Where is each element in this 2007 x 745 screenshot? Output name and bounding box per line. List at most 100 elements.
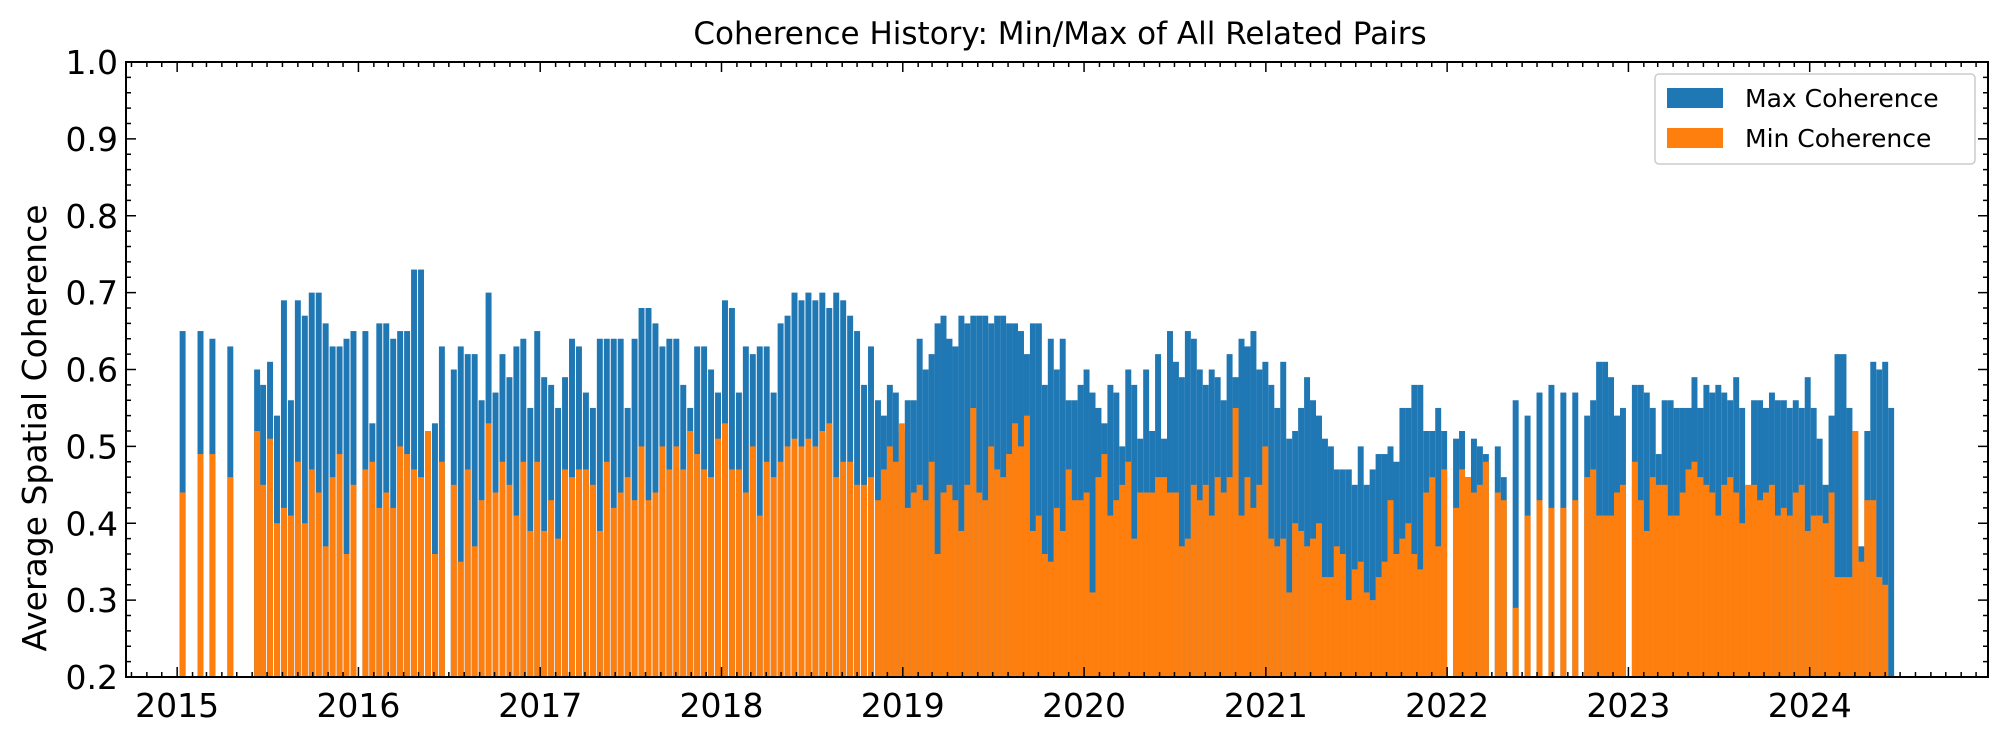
max-coherence-bar bbox=[1375, 454, 1382, 677]
y-tick-label: 0.7 bbox=[66, 274, 118, 313]
y-tick-label: 0.5 bbox=[66, 427, 118, 466]
min-coherence-bar bbox=[589, 484, 596, 677]
min-coherence-bar bbox=[1715, 515, 1722, 677]
min-coherence-bar bbox=[1643, 530, 1650, 677]
min-coherence-bar bbox=[1071, 500, 1078, 677]
min-coherence-bar bbox=[322, 546, 329, 677]
min-coherence-bar bbox=[1059, 530, 1066, 677]
min-coherence-bar bbox=[431, 554, 438, 677]
min-coherence-bar bbox=[1572, 500, 1579, 677]
plot-frame bbox=[125, 61, 1989, 678]
min-coherence-bar bbox=[596, 530, 603, 677]
min-coherence-bar bbox=[287, 515, 294, 677]
min-coherence-bar bbox=[1190, 484, 1197, 677]
min-coherence-bar bbox=[197, 454, 204, 677]
min-coherence-bar bbox=[1864, 500, 1871, 677]
y-tick-label: 0.6 bbox=[66, 351, 118, 390]
min-coherence-bar bbox=[1703, 484, 1710, 677]
min-coherence-bar bbox=[1751, 484, 1758, 677]
min-coherence-bar bbox=[982, 500, 989, 677]
min-coherence-bar bbox=[1381, 561, 1388, 677]
min-coherence-bar bbox=[397, 446, 404, 678]
max-coherence-bar bbox=[1834, 354, 1841, 677]
legend-label: Min Coherence bbox=[1745, 124, 1931, 153]
min-coherence-bar bbox=[784, 446, 791, 678]
min-coherence-bar bbox=[1345, 600, 1352, 678]
min-coherence-bar bbox=[1834, 577, 1841, 677]
max-coherence-bar bbox=[1304, 377, 1311, 677]
min-coherence-bar bbox=[1220, 492, 1227, 677]
min-coherence-bar bbox=[1310, 538, 1317, 678]
max-coherence-bar bbox=[513, 346, 520, 677]
min-coherence-bar bbox=[1143, 492, 1150, 677]
x-tick-label: 2016 bbox=[316, 686, 400, 725]
min-coherence-bar bbox=[928, 461, 935, 677]
min-coherence-bar bbox=[763, 461, 770, 677]
max-coherence-bar bbox=[1369, 469, 1376, 677]
min-coherence-bar bbox=[934, 554, 941, 677]
min-coherence-bar bbox=[1387, 500, 1394, 677]
max-coherence-bar bbox=[934, 323, 941, 678]
min-coherence-bar bbox=[1858, 561, 1865, 677]
min-coherence-bar bbox=[861, 484, 868, 677]
min-coherence-bar bbox=[1149, 492, 1156, 677]
x-tick-label: 2024 bbox=[1768, 686, 1852, 725]
min-coherence-bar bbox=[1757, 500, 1764, 677]
min-coherence-bar bbox=[1012, 423, 1019, 677]
min-coherence-bar bbox=[904, 507, 911, 678]
min-coherence-bar bbox=[1685, 469, 1692, 677]
min-coherence-bar bbox=[916, 484, 923, 677]
min-coherence-bar bbox=[1298, 530, 1305, 677]
min-coherence-bar bbox=[1208, 515, 1215, 677]
min-coherence-bar bbox=[274, 523, 280, 677]
min-coherence-bar bbox=[687, 431, 694, 677]
min-coherence-bar bbox=[1649, 477, 1656, 678]
max-coherence-bar bbox=[610, 338, 617, 677]
y-tick-label: 1.0 bbox=[66, 43, 118, 82]
min-coherence-bar bbox=[994, 469, 1001, 677]
min-coherence-bar bbox=[922, 500, 929, 677]
min-coherence-bar bbox=[1494, 492, 1501, 677]
min-coherence-bar bbox=[798, 446, 805, 678]
min-coherence-bar bbox=[1375, 577, 1382, 677]
min-coherence-bar bbox=[1178, 546, 1185, 677]
y-tick-label: 0.2 bbox=[66, 658, 118, 697]
min-coherence-bar bbox=[478, 500, 485, 677]
min-coherence-bar bbox=[1101, 454, 1108, 677]
min-coherence-bar bbox=[1852, 431, 1859, 677]
min-coherence-bar bbox=[673, 446, 680, 678]
min-coherence-bar bbox=[1673, 515, 1680, 677]
min-coherence-bar bbox=[1733, 492, 1740, 677]
min-coherence-bar bbox=[756, 515, 763, 677]
min-coherence-bar bbox=[1691, 461, 1698, 677]
max-coherence-bar bbox=[280, 300, 287, 677]
min-coherence-bar bbox=[1441, 469, 1448, 677]
legend-box bbox=[1654, 73, 1976, 165]
min-coherence-bar bbox=[1482, 461, 1489, 677]
min-coherence-bar bbox=[617, 492, 624, 677]
min-coherence-bar bbox=[1548, 507, 1555, 678]
max-coherence-bar bbox=[1876, 369, 1883, 677]
max-coherence-bar bbox=[1321, 438, 1328, 677]
min-coherence-bar bbox=[350, 484, 357, 677]
min-coherence-bar bbox=[1476, 484, 1483, 677]
min-coherence-bar bbox=[513, 515, 520, 677]
min-coherence-bar bbox=[1202, 484, 1209, 677]
min-coherence-bar bbox=[227, 477, 234, 678]
min-coherence-bar bbox=[840, 461, 847, 677]
max-coherence-bar bbox=[1411, 384, 1418, 677]
min-coherence-bar bbox=[910, 492, 917, 677]
min-coherence-bar bbox=[418, 477, 424, 678]
min-coherence-bar bbox=[499, 461, 506, 677]
min-coherence-bar bbox=[1679, 492, 1686, 677]
max-coherence-bar bbox=[431, 423, 438, 677]
min-coherence-bar bbox=[1596, 515, 1603, 677]
min-coherence-bar bbox=[1137, 492, 1144, 677]
min-coherence-bar bbox=[970, 407, 977, 677]
min-coherence-bar bbox=[1363, 592, 1370, 677]
min-coherence-bar bbox=[728, 469, 735, 677]
min-coherence-bar bbox=[1614, 492, 1620, 677]
min-coherence-bar bbox=[424, 431, 431, 677]
